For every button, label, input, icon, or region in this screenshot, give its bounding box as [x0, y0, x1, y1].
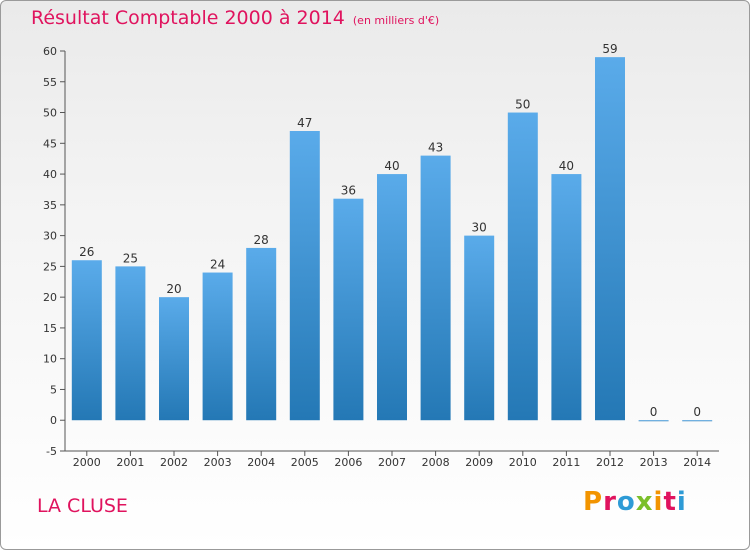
data-label: 47 [297, 116, 312, 130]
logo-letter: o [616, 487, 636, 517]
bar [420, 155, 451, 421]
data-label: 40 [384, 159, 399, 173]
bar [551, 174, 582, 421]
data-label: 0 [650, 405, 658, 419]
y-tick-label: 0 [50, 414, 57, 427]
data-label: 25 [123, 251, 138, 265]
x-tick-label: 2010 [509, 456, 537, 469]
x-tick-label: 2000 [73, 456, 101, 469]
logo-letter: t [663, 487, 677, 517]
x-tick-label: 2001 [116, 456, 144, 469]
x-tick-label: 2014 [683, 456, 711, 469]
proxiti-logo: Proxiti [583, 487, 687, 517]
data-label: 50 [515, 98, 530, 112]
data-label: 30 [472, 221, 487, 235]
y-tick-label: 5 [50, 383, 57, 396]
logo-letter: P [583, 487, 604, 517]
y-tick-label: 60 [43, 45, 57, 58]
data-label: 36 [341, 184, 356, 198]
y-tick-label: -5 [46, 445, 57, 458]
y-tick-label: 40 [43, 168, 57, 181]
y-tick-label: 20 [43, 291, 57, 304]
data-label: 0 [693, 405, 701, 419]
bar [289, 131, 320, 421]
y-tick-label: 15 [43, 322, 57, 335]
chart-unit: (en milliers d'€) [352, 14, 440, 27]
y-tick-label: 35 [43, 199, 57, 212]
bar [682, 420, 713, 422]
data-label: 20 [166, 282, 181, 296]
data-label: 28 [254, 233, 269, 247]
data-label: 26 [79, 245, 94, 259]
y-tick-label: 10 [43, 353, 57, 366]
bar [595, 57, 625, 421]
data-label: 59 [602, 42, 617, 56]
x-tick-label: 2008 [422, 456, 450, 469]
x-tick-label: 2006 [334, 456, 362, 469]
y-tick-label: 50 [43, 107, 57, 120]
chart-title-block: Résultat Comptable 2000 à 2014 (en millie… [31, 7, 439, 29]
y-tick-label: 30 [43, 230, 57, 243]
y-tick-label: 45 [43, 137, 57, 150]
x-tick-label: 2007 [378, 456, 406, 469]
x-tick-label: 2013 [640, 456, 668, 469]
bar [115, 266, 146, 421]
data-label: 43 [428, 141, 443, 155]
logo-letter: i [676, 487, 687, 517]
logo-letter: x [635, 487, 654, 517]
logo-letter: i [653, 487, 664, 517]
data-label: 24 [210, 258, 225, 272]
bar [202, 272, 233, 421]
x-tick-label: 2002 [160, 456, 188, 469]
bar [159, 297, 189, 421]
x-tick-label: 2011 [552, 456, 580, 469]
x-tick-label: 2004 [247, 456, 275, 469]
bar [246, 247, 277, 421]
x-tick-label: 2009 [465, 456, 493, 469]
bar [333, 198, 364, 421]
logo-letter: r [603, 487, 617, 517]
x-tick-label: 2012 [596, 456, 624, 469]
bar [507, 112, 538, 421]
bar [638, 420, 669, 422]
bar [377, 174, 407, 421]
bar [464, 235, 495, 421]
y-tick-label: 25 [43, 260, 57, 273]
commune-name: LA CLUSE [37, 495, 128, 517]
x-tick-label: 2003 [204, 456, 232, 469]
chart-title: Résultat Comptable 2000 à 2014 [31, 7, 345, 29]
data-label: 40 [559, 159, 574, 173]
bar [71, 260, 102, 421]
x-tick-label: 2005 [291, 456, 319, 469]
y-tick-label: 55 [43, 76, 57, 89]
